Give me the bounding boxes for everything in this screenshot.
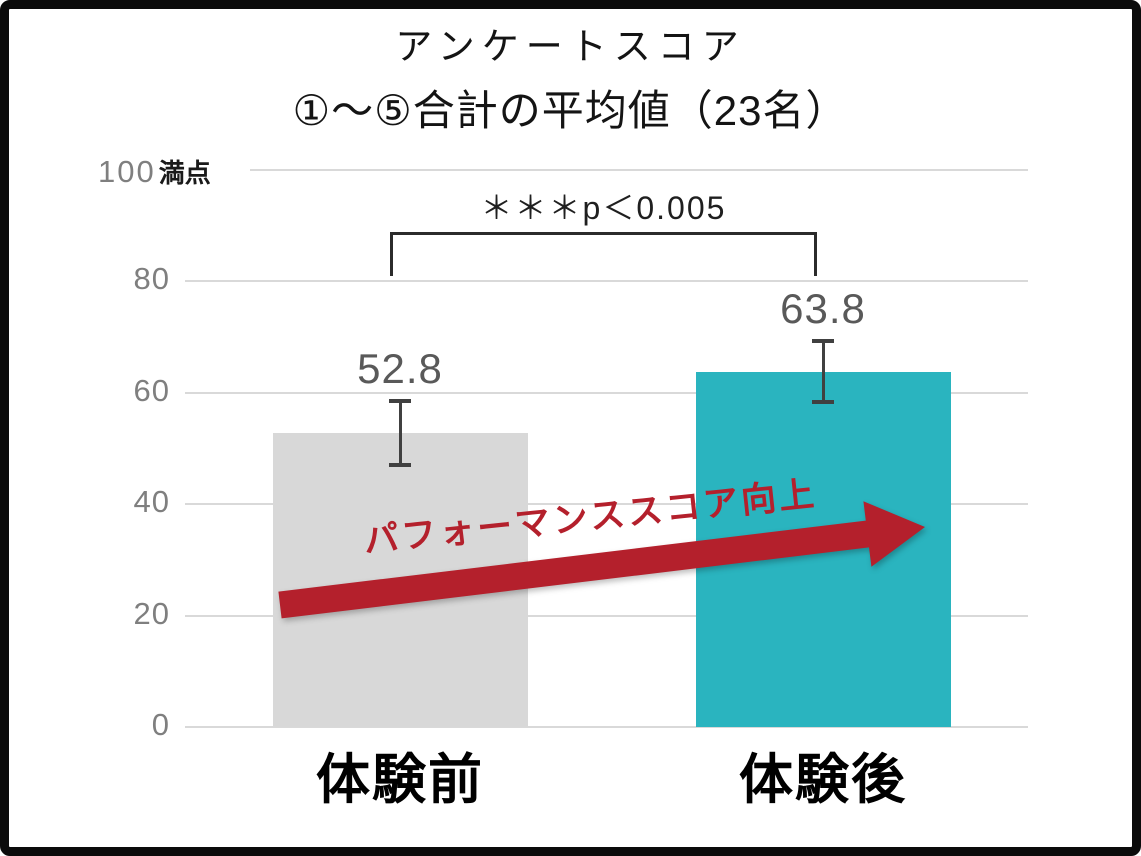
x-axis-category-label: 体験前 — [316, 750, 484, 810]
y-axis-max-value: 100 — [98, 153, 156, 189]
x-axis-category-label: 体験後 — [739, 750, 907, 810]
error-bar-cap — [389, 463, 411, 468]
significance-label: ＊＊＊p＜0.005 — [480, 190, 727, 226]
growth-arrow — [278, 501, 925, 619]
bar-value-label: 52.8 — [357, 344, 443, 392]
gridline — [185, 391, 1028, 394]
error-bar — [398, 400, 402, 466]
growth-arrow-shape — [278, 501, 925, 619]
error-bar — [821, 340, 825, 403]
chart-title-line2: ①～⑤合計の平均値（23名） — [292, 87, 849, 134]
gridline — [250, 169, 1028, 171]
y-axis-unit-label: 満点 — [158, 158, 211, 188]
y-axis-tick-label: 20 — [133, 595, 170, 631]
gridline — [185, 614, 1028, 617]
significance-bracket — [390, 232, 817, 276]
error-bar-cap — [812, 338, 834, 343]
chart-title-line1: アンケートスコア — [395, 26, 746, 67]
chart-title: アンケートスコア ①～⑤合計の平均値（23名） — [0, 16, 1141, 138]
y-axis-tick-label: 60 — [133, 372, 170, 408]
bar-value-label: 63.8 — [780, 284, 866, 332]
error-bar-cap — [812, 400, 834, 405]
gridline — [185, 503, 1028, 506]
error-bar-cap — [389, 398, 411, 403]
gridline — [185, 726, 1028, 728]
gridline — [185, 280, 1028, 283]
y-axis-tick-label: 80 — [133, 261, 170, 297]
y-axis-tick-label: 0 — [151, 707, 170, 742]
y-axis-tick-label: 40 — [133, 484, 170, 520]
y-axis-max-label: 100 満点 — [98, 153, 217, 190]
